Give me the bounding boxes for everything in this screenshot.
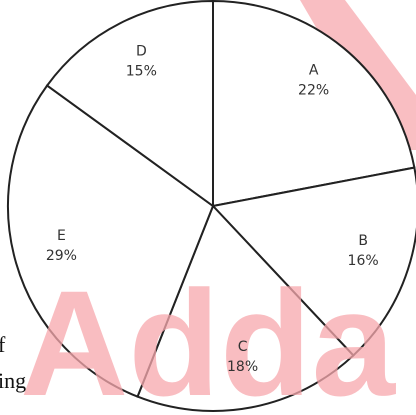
slice-label: E (57, 228, 66, 244)
slice-label: C (238, 339, 248, 355)
pie-slice (45, 0, 214, 208)
value-label: 18% (227, 359, 258, 375)
pie-slice (7, 84, 215, 398)
pie-slice (136, 204, 355, 412)
value-label: 16% (348, 253, 379, 269)
value-label: 29% (46, 248, 77, 264)
pie-slice (212, 0, 416, 208)
pie (7, 0, 416, 412)
slice-label: D (136, 43, 147, 59)
text-fragment: ing (0, 368, 26, 393)
slice-label: A (309, 62, 319, 78)
text-fragment: f (0, 332, 6, 357)
labels: A 22% B 16% C 18% E 29% D 15% (46, 43, 379, 375)
value-label: 15% (126, 63, 157, 79)
pie-slice (211, 166, 416, 357)
value-label: 22% (298, 82, 329, 98)
slice-label: B (358, 233, 368, 249)
watermark: Adda (20, 259, 397, 415)
